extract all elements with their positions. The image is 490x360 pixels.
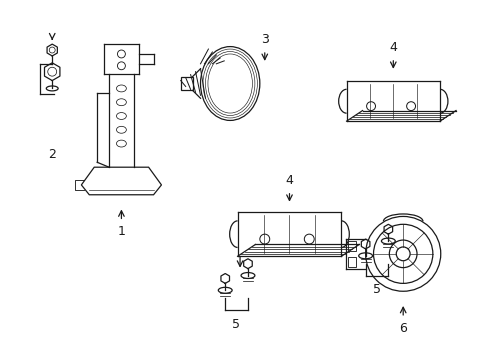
Text: 4: 4: [286, 174, 294, 187]
Text: 5: 5: [232, 318, 240, 331]
Text: 3: 3: [261, 33, 269, 46]
Text: 4: 4: [390, 41, 397, 54]
Text: 1: 1: [118, 225, 125, 238]
Bar: [181, 77, 193, 90]
Bar: [348, 257, 356, 267]
Text: 5: 5: [373, 283, 382, 296]
Bar: [348, 241, 356, 251]
Text: 2: 2: [49, 148, 56, 162]
Text: 6: 6: [399, 322, 407, 335]
